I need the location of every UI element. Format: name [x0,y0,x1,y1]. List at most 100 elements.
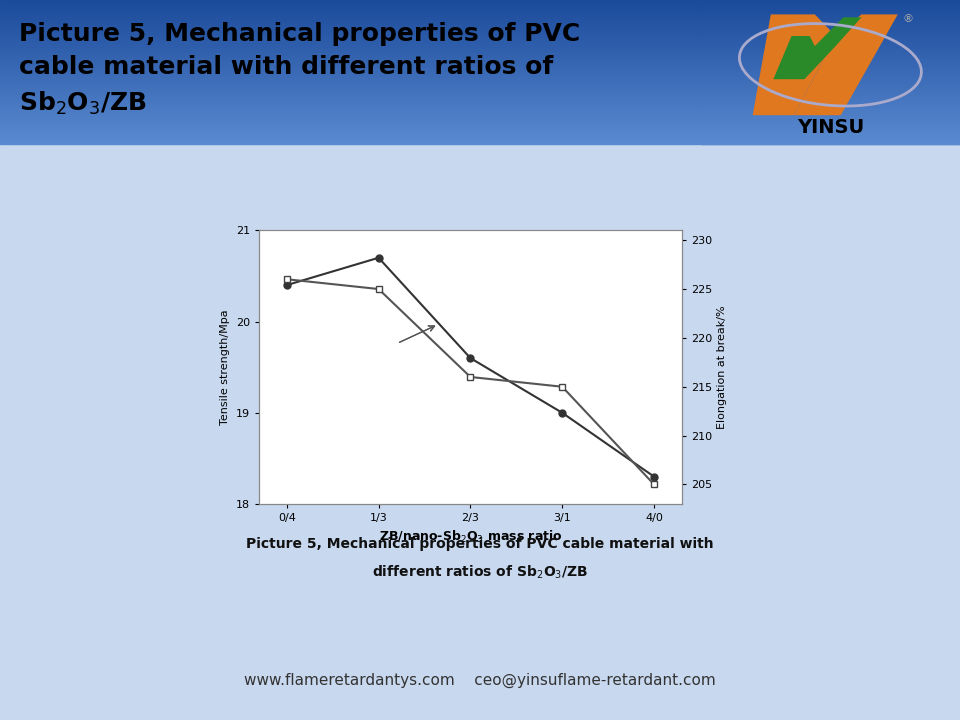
Bar [0,19,960,20]
Bar [701,19,960,20]
Bar [0,29,960,30]
Bar [701,30,960,32]
Text: YINSU: YINSU [797,118,864,137]
Bar [0,48,960,49]
Bar [0,120,960,121]
Bar [0,4,960,6]
Bar [701,59,960,60]
Bar [701,82,960,84]
Bar [701,85,960,86]
Bar [701,122,960,124]
Bar [701,65,960,66]
Bar [701,98,960,99]
Bar [701,78,960,79]
Bar [701,114,960,115]
Polygon shape [794,14,898,115]
Bar [0,79,960,81]
Bar [0,86,960,88]
Bar [0,91,960,92]
Bar [701,71,960,72]
Text: different ratios of Sb$_2$O$_3$/ZB: different ratios of Sb$_2$O$_3$/ZB [372,564,588,581]
Bar [0,76,960,78]
Bar [701,4,960,6]
Bar [0,71,960,72]
Bar [0,72,960,73]
Bar [0,23,960,24]
Bar [701,92,960,94]
Bar [0,89,960,91]
Bar [0,99,960,101]
Bar [701,27,960,29]
Bar [0,33,960,35]
Bar [701,131,960,132]
Bar [701,124,960,125]
Polygon shape [774,17,861,79]
Bar [701,130,960,131]
Bar [0,73,960,75]
Bar [0,81,960,82]
Bar [701,66,960,68]
Bar [0,132,960,134]
Bar [0,56,960,58]
Bar [0,111,960,112]
Bar [0,32,960,33]
Y-axis label: Elongation at break/%: Elongation at break/% [717,305,728,429]
Bar [0,82,960,84]
Bar [701,13,960,14]
Bar [701,104,960,105]
Bar [0,137,960,138]
Bar [0,131,960,132]
Bar [0,114,960,115]
Bar [701,91,960,92]
Bar [701,69,960,71]
Bar [0,62,960,63]
Bar [701,39,960,40]
Bar [0,20,960,22]
Bar [0,112,960,114]
Bar [0,10,960,12]
Bar [0,101,960,102]
Bar [701,58,960,59]
Bar [701,6,960,7]
Bar [0,98,960,99]
Bar [701,76,960,78]
Y-axis label: Tensile strength/Mpa: Tensile strength/Mpa [221,310,230,425]
Bar [701,81,960,82]
Bar [0,117,960,118]
Bar [701,89,960,91]
Bar [0,92,960,94]
Bar [701,95,960,96]
Bar [0,55,960,56]
Bar [701,141,960,143]
Bar [0,12,960,13]
Bar [0,65,960,66]
Bar [0,138,960,140]
Bar [0,46,960,48]
Bar [701,73,960,75]
Bar [701,125,960,127]
Bar [0,69,960,71]
Bar [701,40,960,42]
X-axis label: ZB/nano-Sb$_2$O$_3$ mass ratio: ZB/nano-Sb$_2$O$_3$ mass ratio [378,528,563,545]
Bar [0,6,960,7]
Bar [0,9,960,10]
Bar [0,143,960,144]
Bar [701,120,960,121]
Bar [701,46,960,48]
Text: Picture 5, Mechanical properties of PVC
cable material with different ratios of
: Picture 5, Mechanical properties of PVC … [19,22,581,117]
Bar [0,60,960,62]
Bar [0,95,960,96]
Bar [0,96,960,98]
Bar [0,78,960,79]
Polygon shape [753,14,835,115]
Bar [701,14,960,16]
Bar [0,45,960,46]
Bar [0,37,960,39]
Bar [0,88,960,89]
Bar [0,125,960,127]
Bar [0,43,960,45]
Bar [701,29,960,30]
Bar [701,49,960,50]
Bar [701,143,960,144]
Bar [0,84,960,85]
